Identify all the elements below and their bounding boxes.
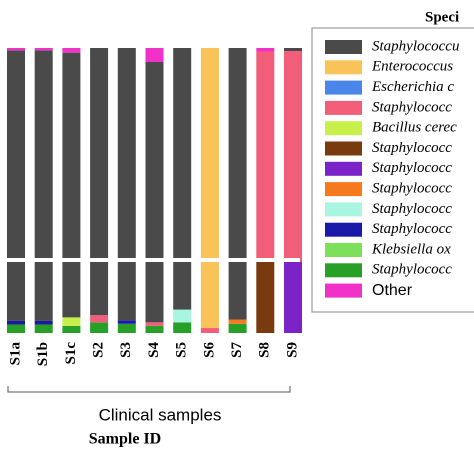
- legend-swatch: [325, 141, 362, 156]
- legend-swatch: [325, 121, 362, 136]
- legend-swatch: [325, 182, 362, 197]
- bar-segment: [117, 320, 136, 324]
- axis-break: [0, 258, 300, 262]
- bar-segment: [284, 48, 302, 52]
- legend-swatch: [325, 243, 362, 257]
- bar-segment: [34, 50, 53, 321]
- bar-segment: [117, 48, 136, 321]
- legend-label: Staphylococc: [372, 140, 452, 156]
- bar-segment: [7, 324, 25, 333]
- x-tick-label: S3: [118, 342, 134, 358]
- legend-label: Staphylococc: [372, 201, 452, 217]
- bar-segment: [90, 322, 109, 333]
- bar-segment: [34, 324, 53, 333]
- legend-swatch: [325, 202, 362, 217]
- group-label: Clinical samples: [99, 405, 222, 424]
- legend-label: Staphylococcu: [372, 38, 459, 54]
- legend-swatch: [325, 222, 362, 237]
- legend-swatch: [325, 263, 362, 278]
- bar-segment: [173, 48, 192, 310]
- legend-swatch: [325, 80, 362, 95]
- legend-swatch: [325, 161, 362, 176]
- group-bracket: [7, 386, 291, 393]
- bar-segment: [284, 262, 302, 333]
- legend-swatch: [325, 40, 362, 54]
- bar-segment: [62, 48, 81, 53]
- x-axis-label: Sample ID: [89, 431, 161, 448]
- bar-segment: [34, 320, 53, 325]
- bar-segment: [256, 48, 275, 52]
- legend-label: Staphylococc: [372, 99, 452, 115]
- legend-label: Escherichia c: [371, 79, 454, 95]
- bar-segment: [62, 52, 81, 318]
- bar-segment: [145, 325, 164, 333]
- bar-segment: [228, 319, 247, 324]
- x-tick-label: S1b: [35, 342, 51, 366]
- bar-segment: [173, 309, 192, 323]
- legend-swatch: [325, 283, 362, 298]
- legend-swatch: [325, 60, 362, 75]
- x-tick-label: S5: [174, 342, 190, 358]
- bar-segment: [34, 48, 53, 51]
- bar-segment: [173, 322, 192, 333]
- legend-label: Staphylococc: [372, 160, 452, 176]
- legend-label: Staphylococc: [372, 221, 452, 237]
- legend-box: [311, 27, 474, 313]
- bar-segment: [90, 315, 109, 323]
- bar-segment: [117, 323, 136, 333]
- x-tick-label: S2: [91, 342, 107, 358]
- bar-segment: [90, 48, 109, 316]
- legend-label: Klebsiella ox: [371, 241, 451, 257]
- bar-segment: [7, 320, 25, 325]
- bar-segment: [200, 328, 219, 333]
- x-tick-label: S6: [201, 342, 217, 358]
- bar-segment: [228, 323, 247, 333]
- x-tick-label: S4: [146, 342, 162, 358]
- bar-segment: [284, 51, 302, 263]
- x-tick-label: S1c: [63, 342, 79, 365]
- legend-title: Speci: [425, 9, 459, 25]
- legend-label: Staphylococc: [372, 262, 452, 278]
- x-tick-label: S1a: [7, 342, 23, 366]
- x-tick-label: S8: [257, 342, 273, 358]
- bar-segment: [256, 262, 275, 333]
- bar-segment: [145, 48, 164, 62]
- bar-segment: [145, 322, 164, 326]
- bar-segment: [7, 50, 25, 321]
- bar-segment: [228, 48, 247, 320]
- bar-segment: [256, 51, 275, 262]
- bar-segment: [7, 48, 25, 51]
- x-tick-label: S9: [284, 342, 300, 358]
- legend-label: Enterococcus: [371, 59, 453, 75]
- bar-segment: [200, 48, 219, 329]
- x-tick-label: S7: [229, 342, 245, 358]
- legend-swatch: [325, 100, 362, 115]
- legend-label: Staphylococc: [372, 181, 452, 197]
- bar-segment: [145, 62, 164, 323]
- bar-segment: [62, 325, 81, 333]
- bar-segment: [62, 317, 81, 326]
- legend-label: Bacillus cerec: [372, 120, 457, 136]
- legend-label: Other: [372, 282, 413, 299]
